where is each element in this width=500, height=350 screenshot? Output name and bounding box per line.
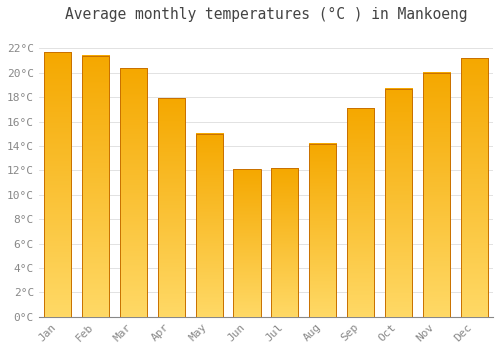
Bar xyxy=(82,56,109,317)
Title: Average monthly temperatures (°C ) in Mankoeng: Average monthly temperatures (°C ) in Ma… xyxy=(64,7,467,22)
Bar xyxy=(271,168,298,317)
Bar xyxy=(309,144,336,317)
Bar xyxy=(120,68,147,317)
Bar xyxy=(460,58,488,317)
Bar xyxy=(422,73,450,317)
Bar xyxy=(196,134,223,317)
Bar xyxy=(158,98,185,317)
Bar xyxy=(44,52,72,317)
Bar xyxy=(347,108,374,317)
Bar xyxy=(234,169,260,317)
Bar xyxy=(385,89,412,317)
